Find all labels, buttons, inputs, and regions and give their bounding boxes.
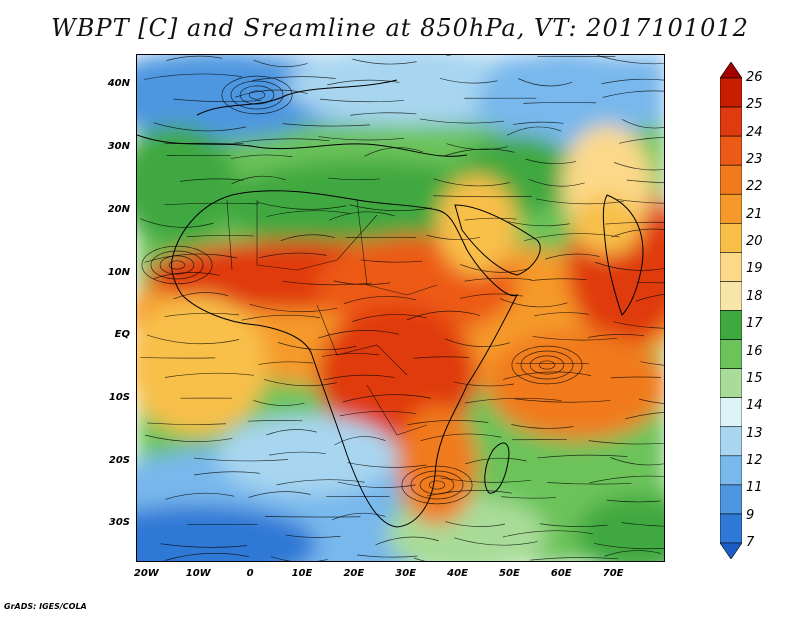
colorbar-swatch — [720, 223, 742, 253]
lat-tick-label: 10N — [107, 266, 130, 278]
colorbar-swatch — [720, 193, 742, 224]
lon-tick-label: 20E — [343, 568, 365, 579]
colorbar-label: 11 — [746, 480, 763, 496]
colorbar-swatch — [720, 455, 742, 486]
colorbar-label: 25 — [746, 97, 763, 113]
colorbar-label: 15 — [746, 370, 763, 386]
colorbar-label: 9 — [746, 507, 755, 523]
colorbar-swatch — [720, 62, 742, 79]
colorbar-label: 14 — [746, 398, 763, 414]
lat-tick-label: EQ — [114, 329, 130, 341]
lon-tick-label: 10W — [185, 568, 211, 579]
colorbar-swatch — [720, 106, 742, 137]
lon-tick-label: 50E — [499, 568, 520, 579]
chart-title: WBPT [C] and Sreamline at 850hPa, VT: 20… — [51, 14, 749, 42]
colorbar-swatch — [720, 77, 742, 108]
lon-tick-label: 0 — [246, 568, 254, 579]
coastlines — [137, 79, 644, 528]
colorbar-label: 7 — [746, 535, 755, 550]
lon-tick-label: 70E — [602, 568, 624, 579]
colorbar-label: 26 — [746, 70, 763, 85]
colorbar-label: 22 — [746, 179, 763, 195]
colorbar-swatch — [720, 339, 742, 369]
colorbar — [720, 62, 742, 559]
colorbar-swatch — [720, 397, 742, 428]
colorbar-label: 24 — [746, 124, 763, 140]
colorbar-label: 23 — [746, 152, 763, 168]
colorbar-label: 18 — [746, 288, 763, 304]
colorbar-swatch — [720, 368, 742, 398]
colorbar-label: 20 — [746, 234, 763, 250]
colorbar-swatch — [720, 513, 742, 544]
streamlines — [139, 55, 664, 561]
colorbar-swatch — [720, 310, 742, 340]
colorbar-swatch — [720, 164, 742, 195]
lat-tick-label: 30N — [107, 141, 130, 153]
colorbar-label: 17 — [746, 316, 763, 332]
lat-tick-label: 20S — [108, 454, 130, 466]
colorbar-label: 12 — [746, 452, 763, 468]
temperature-field — [137, 55, 664, 561]
colorbar-label: 21 — [746, 206, 763, 222]
lat-tick-label: 40N — [107, 78, 130, 90]
colorbar-label: 13 — [746, 425, 763, 441]
lat-tick-label: 20N — [107, 203, 130, 215]
lat-tick-label: 10S — [108, 391, 130, 403]
colorbar-label: 19 — [746, 261, 763, 277]
colorbar-label: 16 — [746, 343, 763, 359]
lon-tick-label: 10E — [291, 568, 313, 579]
lon-tick-label: 20W — [133, 568, 159, 579]
wbpt-field-map — [137, 55, 664, 561]
lon-tick-label: 40E — [447, 568, 468, 579]
lon-tick-label: 60E — [550, 568, 572, 579]
colorbar-swatch — [720, 252, 742, 282]
lon-tick-label: 30E — [395, 568, 417, 579]
colorbar-swatch — [720, 281, 742, 311]
colorbar-swatch — [720, 542, 742, 559]
map-panel[interactable] — [136, 54, 665, 562]
colorbar-swatch — [720, 426, 742, 457]
lat-tick-label: 30S — [108, 517, 130, 529]
borders — [226, 199, 438, 436]
colorbar-swatch — [720, 484, 742, 515]
colorbar-swatch — [720, 135, 742, 166]
grads-credit: GrADS: IGES/COLA — [4, 602, 87, 611]
